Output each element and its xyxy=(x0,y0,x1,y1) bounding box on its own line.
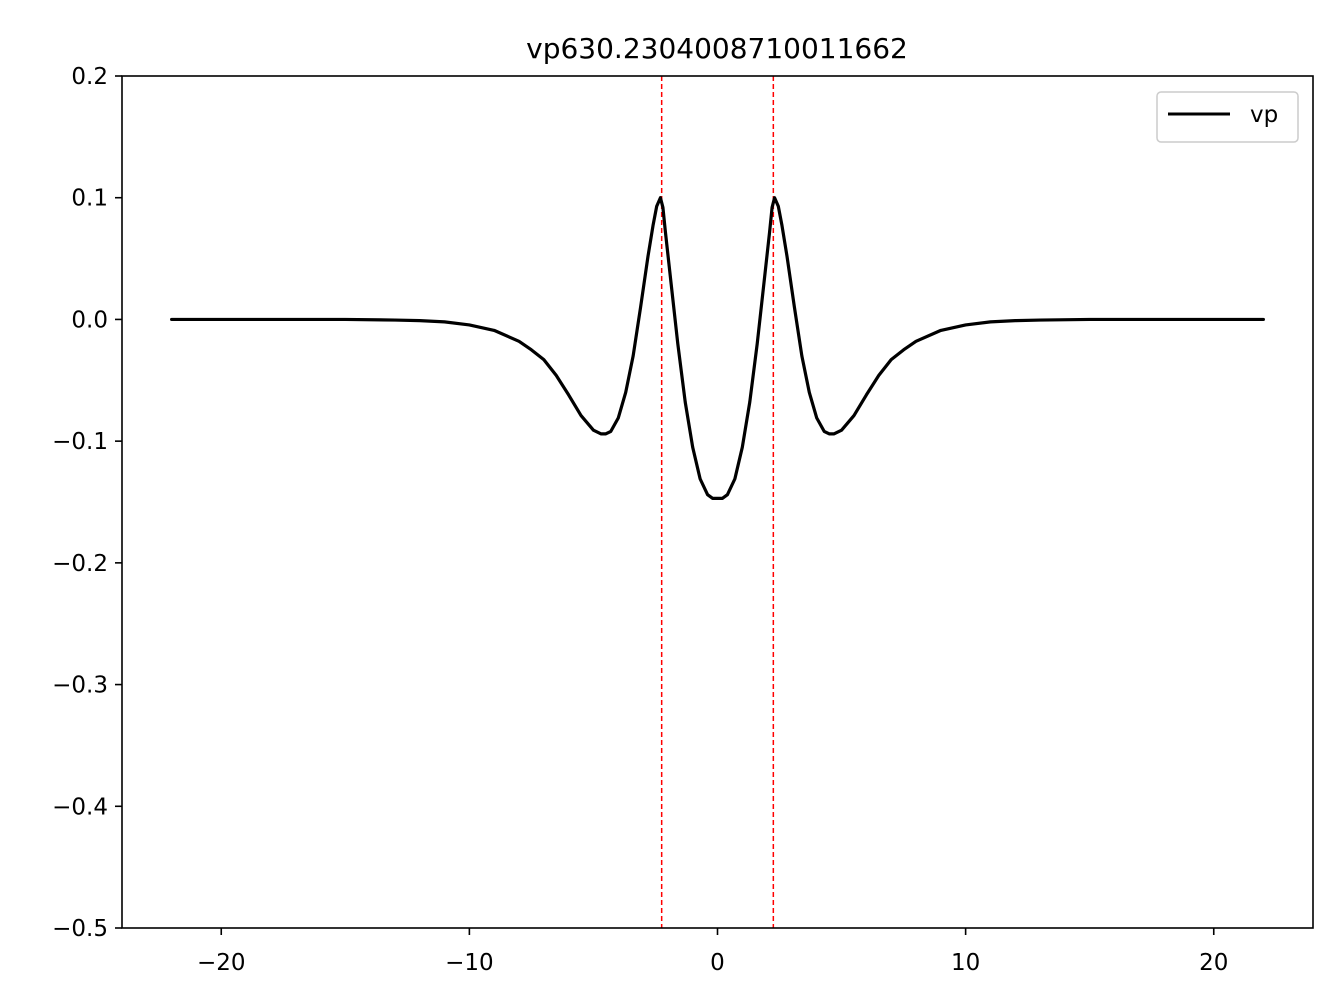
x-tick-label: −10 xyxy=(445,950,494,976)
y-tick-label: 0.0 xyxy=(71,307,108,333)
x-tick-label: −20 xyxy=(197,950,246,976)
axis-ticks: −20 −10 0 10 20 0.2 0.1 0.0 −0.1 −0.2 −0.3 −0.4 −0.5 xyxy=(52,64,1228,976)
legend: vp xyxy=(1156,91,1299,143)
y-tick-label: −0.2 xyxy=(52,551,108,577)
plot-area xyxy=(170,76,1265,928)
x-tick-label: 20 xyxy=(1199,950,1228,976)
y-tick-label: −0.1 xyxy=(52,429,108,455)
legend-label-vp: vp xyxy=(1250,102,1278,128)
x-tick-label: 0 xyxy=(710,950,725,976)
x-tick-label: 10 xyxy=(951,950,980,976)
y-tick-label: 0.1 xyxy=(71,186,108,212)
y-tick-label: −0.3 xyxy=(52,673,108,699)
y-tick-label: −0.5 xyxy=(52,916,108,942)
y-tick-label: −0.4 xyxy=(52,794,108,820)
y-tick-label: 0.2 xyxy=(71,64,108,90)
legend-box xyxy=(1156,91,1299,143)
series-line-vp xyxy=(170,196,1265,500)
chart-title: vp630.2304008710011662 xyxy=(526,32,908,65)
axes-frame xyxy=(121,75,1314,929)
